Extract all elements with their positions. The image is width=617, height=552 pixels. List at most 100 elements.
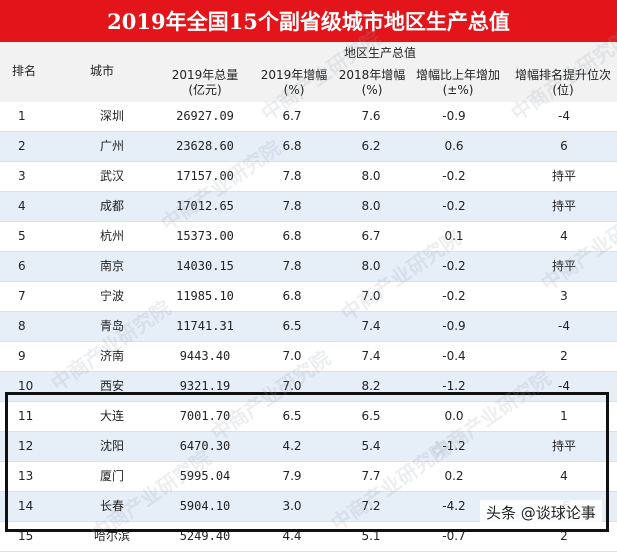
growth-2019-cell: 7.9 [282,469,302,483]
credit-watermark: 头条 @谈球论事 [480,500,602,525]
rank-cell: 9 [18,349,26,363]
growth-2019-cell: 7.8 [282,199,302,213]
rank-cell: 10 [18,379,34,393]
rank-cell: 12 [18,439,34,453]
city-cell: 成都 [99,199,124,213]
rank-change-cell: 4 [560,469,568,483]
growth-2019-cell: 7.0 [282,379,302,393]
table-row: 1 深圳 26927.09 6.7 7.6 -0.9 -4 [0,102,617,132]
table-row: 5 杭州 15373.00 6.8 6.7 0.1 4 [0,222,617,252]
gdp-cell: 11985.10 [176,289,234,303]
gdp-cell: 11741.31 [176,319,234,333]
rank-change-cell: 3 [560,289,568,303]
rank-change-cell: -4 [558,379,570,393]
data-table: 1 深圳 26927.09 6.7 7.6 -0.9 -4 2 广州 23628.60 6.8 6.2… [0,102,617,552]
growth-diff-cell: -0.2 [442,169,466,183]
rank-cell: 5 [18,229,26,243]
growth-diff-cell: -0.2 [442,199,466,213]
city-cell: 深圳 [99,109,124,123]
gdp-cell: 26927.09 [176,109,234,123]
growth-diff-cell: 0.0 [444,409,464,423]
growth-2019-cell: 6.5 [282,319,302,333]
header-gdp: 2019年总量 (亿元) [171,68,239,97]
table-row: 8 青岛 11741.31 6.5 7.4 -0.9 -4 [0,312,617,342]
city-cell: 南京 [99,259,124,273]
table-row: 10 西安 9321.19 7.0 8.2 -1.2 -4 [0,372,617,402]
rank-cell: 1 [18,109,26,123]
growth-2019-cell: 6.8 [282,289,302,303]
rank-cell: 4 [18,199,26,213]
growth-2019-cell: 7.8 [282,169,302,183]
growth-diff-cell: -1.2 [442,379,466,393]
city-cell: 厦门 [99,469,124,483]
rank-cell: 8 [18,319,26,333]
gdp-cell: 15373.00 [176,229,234,243]
growth-diff-cell: 0.2 [444,469,464,483]
growth-2018-cell: 7.4 [361,349,381,363]
header-growth-2018: 2018年增幅 (%) [338,68,406,97]
rank-change-cell: 6 [560,139,568,153]
gdp-cell: 14030.15 [176,259,234,273]
growth-2019-cell: 6.7 [282,109,302,123]
table-row: 7 宁波 11985.10 6.8 7.0 -0.2 3 [0,282,617,312]
growth-2018-cell: 8.0 [361,259,381,273]
city-cell: 青岛 [99,319,124,333]
rank-change-cell: 4 [560,229,568,243]
gdp-cell: 17157.00 [176,169,234,183]
table-row: 12 沈阳 6470.30 4.2 5.4 -1.2 持平 [0,432,617,462]
table-header: 排名 城市 地区生产总值 2019年总量 (亿元) 2019年增幅 (%) 20… [0,42,617,102]
gdp-cell: 23628.60 [176,139,234,153]
gdp-cell: 9443.40 [179,349,231,363]
city-cell: 杭州 [99,229,124,243]
header-city: 城市 [90,64,115,78]
city-cell: 长春 [99,499,124,513]
growth-2019-cell: 7.0 [282,349,302,363]
city-cell: 广州 [99,139,124,153]
table-row: 6 南京 14030.15 7.8 8.0 -0.2 持平 [0,252,617,282]
rank-change-cell: -4 [558,109,570,123]
growth-diff-cell: -0.7 [442,529,466,543]
growth-2018-cell: 8.2 [361,379,381,393]
growth-diff-cell: 0.1 [444,229,464,243]
growth-diff-cell: 0.6 [444,139,464,153]
growth-2018-cell: 7.0 [361,289,381,303]
table-row: 11 大连 7001.70 6.5 6.5 0.0 1 [0,402,617,432]
header-group: 地区生产总值 [343,46,416,60]
rank-change-cell: 持平 [551,169,576,183]
rank-cell: 13 [18,469,34,483]
rank-change-cell: 2 [560,349,568,363]
city-cell: 济南 [99,349,124,363]
gdp-cell: 9321.19 [179,379,231,393]
growth-2018-cell: 6.7 [361,229,381,243]
table-row: 15 哈尔滨 5249.40 4.4 5.1 -0.7 2 [0,522,617,552]
rank-change-cell: 持平 [551,199,576,213]
growth-2019-cell: 6.8 [282,139,302,153]
rank-cell: 11 [18,409,34,423]
growth-2019-cell: 6.8 [282,229,302,243]
city-cell: 西安 [99,379,124,393]
growth-2018-cell: 8.0 [361,199,381,213]
rank-cell: 7 [18,289,26,303]
growth-2019-cell: 4.2 [282,439,302,453]
header-rank: 排名 [12,64,37,78]
growth-2018-cell: 6.2 [361,139,381,153]
growth-2018-cell: 7.7 [361,469,381,483]
table-row: 2 广州 23628.60 6.8 6.2 0.6 6 [0,132,617,162]
growth-diff-cell: -0.9 [442,109,466,123]
rank-cell: 15 [18,529,34,543]
growth-2018-cell: 7.4 [361,319,381,333]
table-row: 3 武汉 17157.00 7.8 8.0 -0.2 持平 [0,162,617,192]
growth-diff-cell: -0.2 [442,259,466,273]
rank-change-cell: 2 [560,529,568,543]
rank-change-cell: 持平 [551,439,576,453]
gdp-cell: 17012.65 [176,199,234,213]
rank-change-cell: 持平 [551,259,576,273]
growth-2018-cell: 7.2 [361,499,381,513]
growth-diff-cell: -0.2 [442,289,466,303]
header-growth-2019: 2019年增幅 (%) [260,68,328,97]
city-cell: 大连 [99,409,124,423]
city-cell: 哈尔滨 [93,529,130,543]
growth-2019-cell: 4.4 [282,529,302,543]
table-row: 4 成都 17012.65 7.8 8.0 -0.2 持平 [0,192,617,222]
gdp-cell: 5249.40 [179,529,231,543]
